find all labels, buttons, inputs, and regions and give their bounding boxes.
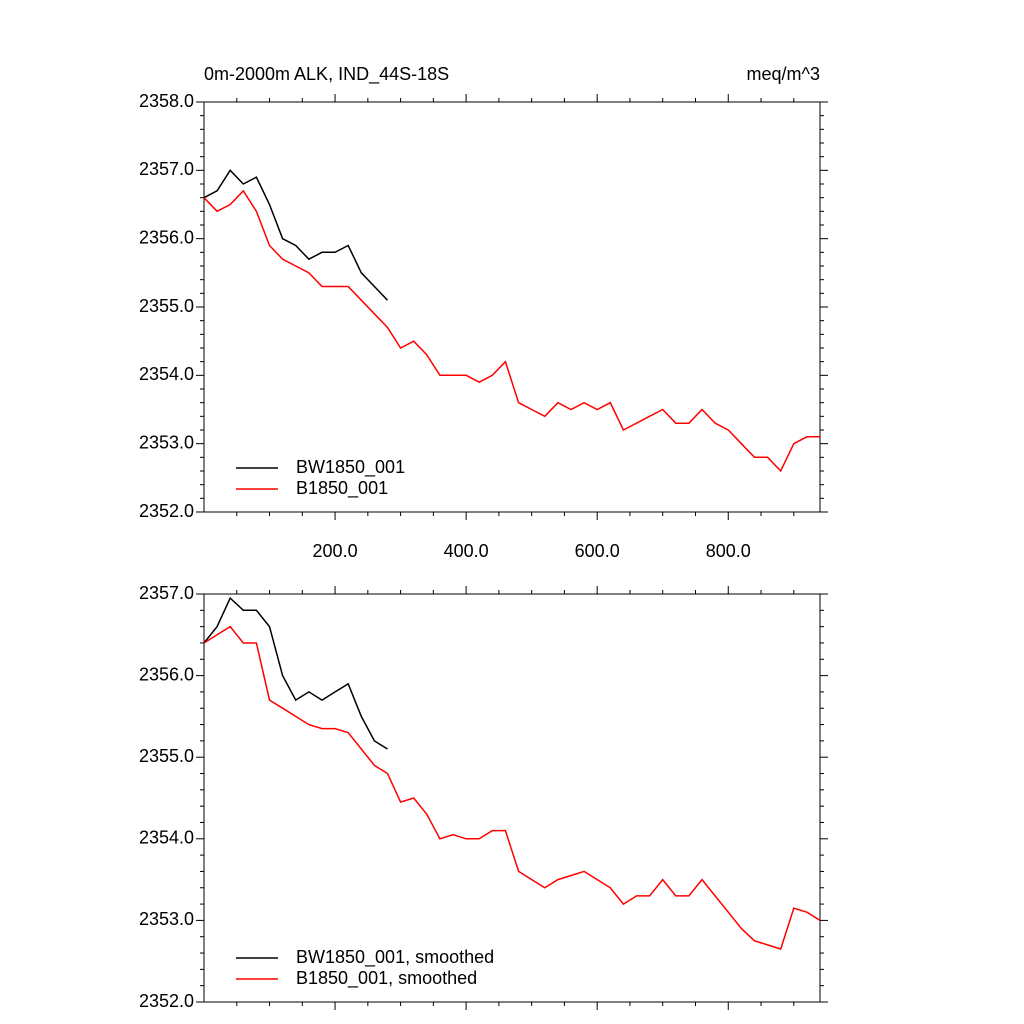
x-tick-label: 800.0: [706, 541, 751, 561]
y-tick-label: 2353.0: [139, 909, 194, 929]
y-tick-label: 2353.0: [139, 432, 194, 452]
x-tick-label: 600.0: [575, 541, 620, 561]
x-tick-label: 200.0: [313, 541, 358, 561]
y-tick-label: 2352.0: [139, 991, 194, 1011]
y-tick-label: 2356.0: [139, 227, 194, 247]
chart-title: 0m-2000m ALK, IND_44S-18S: [204, 64, 449, 85]
y-tick-label: 2354.0: [139, 364, 194, 384]
plot-frame: [203, 593, 821, 1003]
legend-label: BW1850_001, smoothed: [296, 947, 494, 968]
series-line: [203, 625, 821, 950]
legend-label: B1850_001: [296, 478, 388, 499]
legend-label: B1850_001, smoothed: [296, 968, 477, 989]
y-tick-label: 2355.0: [139, 746, 194, 766]
x-tick-label: 400.0: [444, 541, 489, 561]
y-tick-label: 2354.0: [139, 828, 194, 848]
legend-label: BW1850_001: [296, 457, 405, 478]
y-tick-label: 2355.0: [139, 296, 194, 316]
series-line: [203, 596, 388, 750]
y-tick-label: 2357.0: [139, 583, 194, 603]
y-tick-label: 2352.0: [139, 501, 194, 521]
y-tick-label: 2357.0: [139, 159, 194, 179]
series-line: [203, 189, 820, 473]
series-line: [203, 169, 389, 301]
units-label: meq/m^3: [747, 64, 820, 84]
y-tick-label: 2356.0: [139, 664, 194, 684]
plot-frame: [203, 101, 821, 513]
y-tick-label: 2358.0: [139, 91, 194, 111]
